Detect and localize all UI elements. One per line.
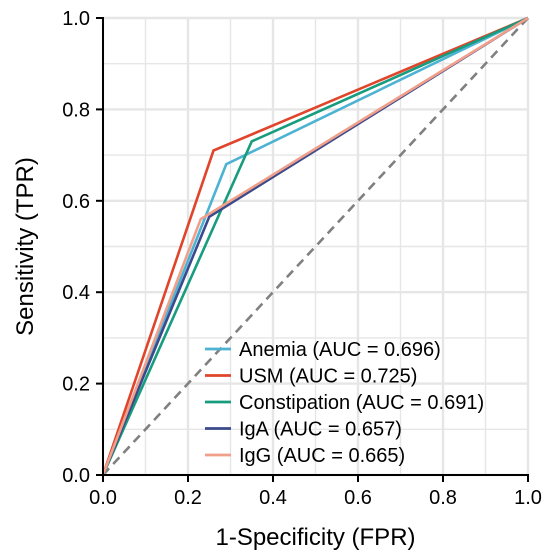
series-line-0 — [101, 16, 529, 476]
y-tick-label: 0.6 — [62, 191, 90, 213]
y-tick-label: 0.2 — [62, 374, 90, 396]
x-tick-label: 1.0 — [514, 487, 542, 509]
axes — [102, 17, 529, 476]
legend-label-3: IgA (AUC = 0.657) — [239, 419, 402, 441]
series-line-1 — [101, 16, 529, 476]
y-tick-label: 1.0 — [62, 8, 90, 30]
legend-label-2: Constipation (AUC = 0.691) — [239, 392, 484, 414]
x-tick-label: 0.4 — [259, 487, 287, 509]
series-line-4 — [101, 16, 529, 476]
legend-label-0: Anemia (AUC = 0.696) — [239, 339, 441, 361]
y-axis-ticks: 0.0 0.2 0.4 0.6 0.8 1.0 — [62, 8, 103, 487]
legend: Anemia (AUC = 0.696) USM (AUC = 0.725) Con… — [205, 339, 484, 467]
y-tick-label: 0.4 — [62, 282, 90, 304]
y-tick-label: 0.0 — [62, 465, 90, 487]
grid — [101, 16, 530, 477]
x-tick-label: 0.8 — [429, 487, 457, 509]
x-tick-label: 0.0 — [89, 487, 117, 509]
x-axis-title: 1-Specificity (FPR) — [215, 524, 415, 551]
series-line-2 — [101, 16, 529, 476]
legend-label-4: IgG (AUC = 0.665) — [239, 445, 405, 467]
x-tick-label: 0.6 — [344, 487, 372, 509]
x-tick-label: 0.2 — [174, 487, 202, 509]
x-axis-ticks: 0.0 0.2 0.4 0.6 0.8 1.0 — [89, 475, 542, 509]
y-axis-title: Sensitivity (TPR) — [12, 157, 39, 336]
legend-label-1: USM (AUC = 0.725) — [239, 366, 417, 388]
series-layer — [101, 16, 529, 476]
y-tick-label: 0.8 — [62, 99, 90, 121]
